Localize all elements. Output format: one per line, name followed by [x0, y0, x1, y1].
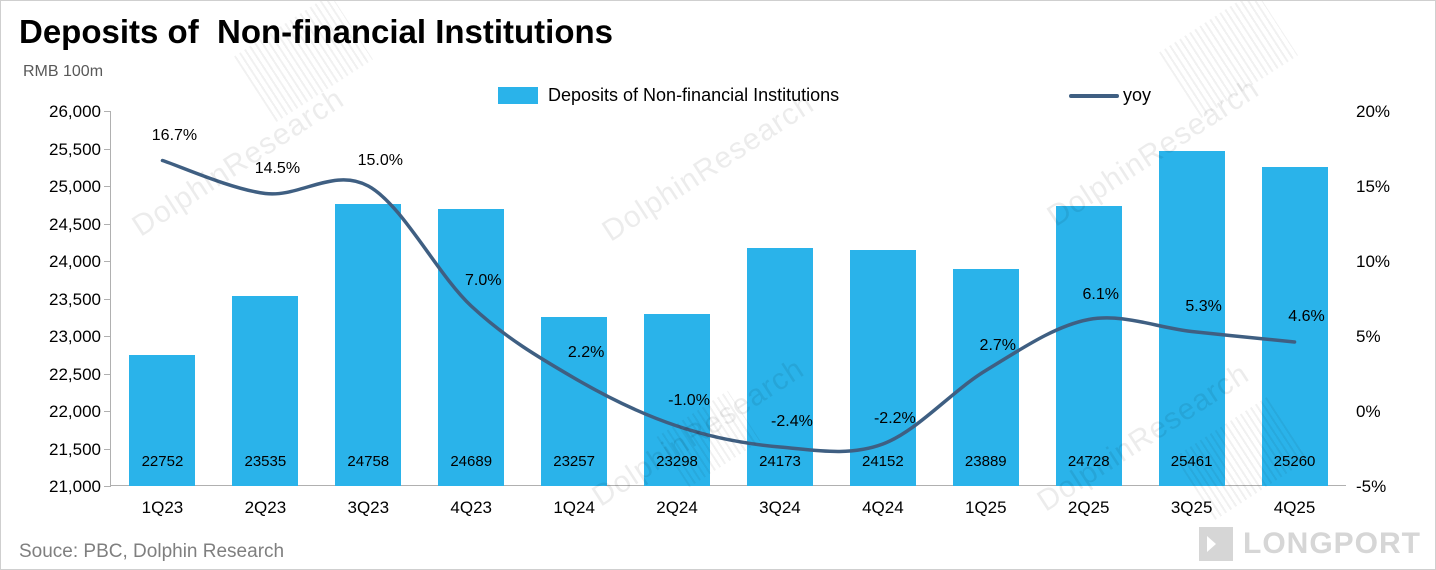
yoy-point-label: 14.5% [254, 159, 301, 177]
x-tick-label: 3Q25 [1170, 498, 1213, 517]
y-left-tick-label: 24,000 [49, 252, 101, 271]
y-left-tick-label: 23,000 [49, 327, 101, 346]
deposit-bar [1158, 151, 1225, 486]
bar-value-label: 23298 [656, 453, 698, 470]
y-axis-tick [104, 373, 111, 375]
y-axis-left: 26,000 25,500 25,000 24,500 24,000 23,500 23,0… [1, 102, 101, 496]
y-axis-tick [104, 486, 111, 487]
bar-value-label: 25260 [1273, 453, 1316, 470]
axis-unit-label: RMB 100m [23, 63, 104, 80]
deposit-bar [1055, 206, 1122, 486]
x-tick-label: 1Q23 [141, 498, 184, 517]
yoy-point-label: 2.2% [567, 344, 605, 361]
x-tick-label: 1Q25 [964, 498, 1007, 517]
x-tick-label: 3Q23 [347, 498, 390, 517]
y-right-tick-label: 20% [1356, 102, 1391, 121]
bar-value-label: 24173 [759, 453, 801, 470]
y-right-tick-label: 5% [1356, 327, 1381, 346]
y-left-tick-label: 26,000 [49, 102, 101, 121]
yoy-point-label: 5.3% [1185, 297, 1222, 315]
y-left-tick-label: 25,000 [49, 177, 101, 196]
x-tick-label: 2Q25 [1067, 498, 1110, 517]
yoy-point-label: 4.6% [1288, 308, 1325, 325]
deposit-bar [644, 313, 711, 486]
y-left-tick-label: 22,500 [49, 364, 101, 384]
source-note: Souce: PBC, Dolphin Research [19, 541, 285, 562]
y-right-tick-label: 10% [1356, 252, 1391, 271]
y-left-tick-label: 25,500 [49, 139, 101, 159]
deposit-bar [335, 204, 402, 486]
bar-value-label: 22752 [141, 453, 184, 470]
legend-line-label: yoy [1123, 85, 1152, 105]
deposit-bar [1261, 166, 1328, 486]
deposit-bar [129, 354, 196, 486]
legend-item-yoy: yoy [1069, 85, 1151, 106]
longport-logo: LONGPORT [1199, 527, 1421, 561]
y-axis-tick [104, 261, 111, 262]
deposit-bar [438, 209, 505, 486]
y-left-tick-label: 21,500 [49, 439, 101, 459]
yoy-point-label: 6.1% [1082, 285, 1119, 303]
x-axis: 1Q23 2Q23 3Q23 4Q23 1Q24 2Q24 3Q24 4Q24 1Q25 2Q25… [111, 498, 1346, 522]
y-axis-tick [104, 111, 111, 112]
yoy-line [160, 158, 1297, 454]
watermark-barcode [1159, 1, 1298, 119]
yoy-point-label: -2.4% [771, 413, 813, 430]
x-tick-label: 3Q24 [759, 498, 801, 517]
yoy-point-label: 15.0% [357, 152, 403, 169]
deposit-bar [952, 269, 1019, 486]
legend-bar-swatch [498, 87, 538, 104]
y-left-tick-label: 23,500 [49, 289, 101, 309]
plot-area: 22752 23535 24758 24689 23257 23298 24173 24152… [104, 111, 1346, 487]
bar-value-label: 25461 [1170, 453, 1213, 470]
y-axis-tick [104, 411, 111, 412]
legend-item-deposits: Deposits of Non-financial Institutions [498, 85, 839, 106]
bar-value-label: 24152 [862, 453, 904, 470]
x-tick-label: 2Q24 [656, 498, 698, 517]
yoy-point-label: 16.7% [151, 126, 198, 144]
bar-value-label: 24728 [1067, 453, 1110, 470]
legend-line-swatch [1069, 93, 1119, 98]
deposit-bar [232, 295, 299, 486]
y-axis-tick [104, 223, 111, 225]
y-left-tick-label: 21,000 [49, 477, 101, 496]
legend-bar-label: Deposits of Non-financial Institutions [548, 85, 840, 105]
chart-title: Deposits of Non-financial Institutions [19, 13, 613, 50]
longport-logo-icon [1199, 527, 1233, 561]
deposit-bar [541, 316, 608, 486]
longport-logo-text: LONGPORT [1243, 527, 1421, 560]
x-tick-label: 4Q25 [1273, 498, 1316, 517]
deposit-bar [849, 249, 916, 486]
y-right-tick-label: 0% [1356, 402, 1381, 421]
x-tick-label: 4Q23 [450, 498, 492, 517]
y-left-tick-label: 24,500 [49, 214, 101, 234]
x-tick-label: 2Q23 [244, 498, 287, 517]
yoy-point-label: 7.0% [464, 272, 502, 289]
y-axis-tick [104, 448, 111, 450]
bar-value-label: 24758 [347, 453, 390, 470]
bar-value-label: 23257 [553, 453, 595, 470]
y-axis-tick [104, 336, 111, 337]
y-left-tick-label: 22,000 [49, 402, 101, 421]
y-axis-tick [104, 298, 111, 300]
y-axis-tick [104, 186, 111, 187]
x-tick-label: 4Q24 [862, 498, 904, 517]
y-axis-right: 20% 15% 10% 5% 0% -5% [1356, 102, 1426, 496]
y-right-tick-label: 15% [1356, 177, 1391, 196]
yoy-point-label: 2.7% [979, 336, 1017, 354]
x-tick-label: 1Q24 [553, 498, 595, 517]
y-right-tick-label: -5% [1356, 477, 1387, 496]
x-axis-line [111, 485, 1346, 486]
y-axis-tick [104, 148, 111, 150]
bar-value-label: 23535 [244, 453, 287, 470]
yoy-point-label: -1.0% [668, 392, 710, 409]
bar-value-label: 24689 [450, 453, 493, 470]
bar-value-label: 23889 [964, 453, 1007, 470]
yoy-point-label: -2.2% [873, 410, 916, 427]
